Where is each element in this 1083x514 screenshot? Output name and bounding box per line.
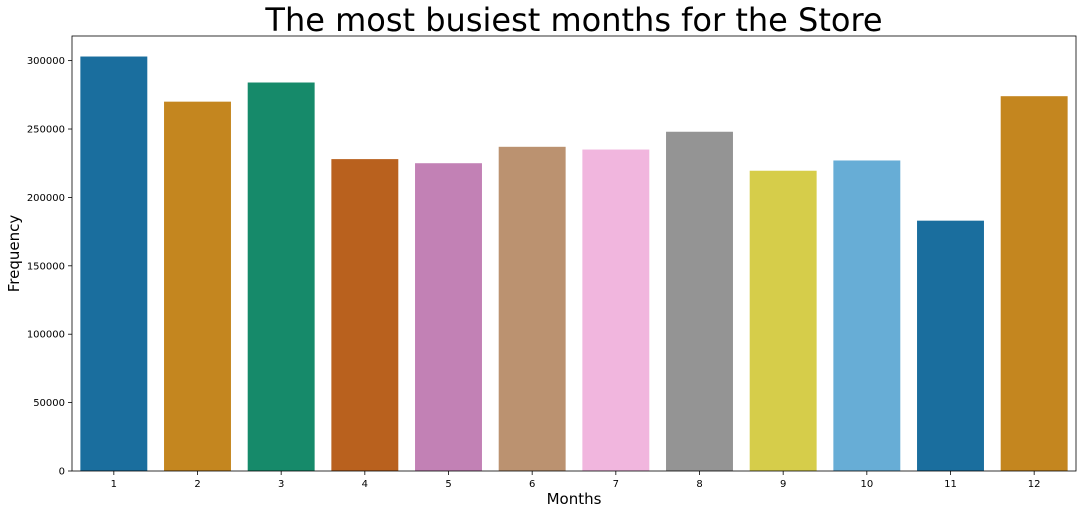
x-tick-label: 12: [1028, 479, 1041, 490]
bar-8: [666, 131, 733, 472]
y-axis-label: Frequency: [5, 215, 23, 293]
y-tick-label: 0: [59, 467, 65, 478]
bar-6: [498, 146, 566, 471]
x-axis-ticks: 1 2 3 4 5 6 7 8 9 10 11 12: [111, 471, 1041, 490]
bar-10: [833, 160, 901, 471]
y-tick-label: 100000: [27, 330, 65, 341]
x-tick-label: 9: [780, 479, 786, 490]
x-tick-label: 1: [111, 479, 117, 490]
y-tick-label: 300000: [27, 56, 65, 67]
y-tick-label: 250000: [27, 125, 65, 136]
bar-1: [80, 56, 148, 472]
x-tick-label: 4: [362, 479, 368, 490]
bar-9: [749, 170, 817, 471]
bar-4: [331, 159, 399, 471]
y-tick-label: 200000: [27, 193, 65, 204]
bar-12: [1000, 96, 1068, 471]
x-tick-label: 10: [860, 479, 873, 490]
x-tick-label: 2: [194, 479, 200, 490]
bar-7: [582, 149, 650, 472]
bar-11: [917, 220, 984, 471]
x-tick-label: 7: [613, 479, 619, 490]
y-tick-label: 50000: [33, 398, 65, 409]
x-tick-label: 11: [944, 479, 957, 490]
plot-frame: [71, 35, 1077, 472]
x-tick-label: 5: [445, 479, 451, 490]
bar-3: [247, 82, 315, 472]
bars-group: [80, 56, 1068, 472]
y-axis-ticks: 0 50000 100000 150000 200000 250000 300000: [27, 56, 72, 478]
x-axis-label: Months: [547, 490, 602, 508]
x-tick-label: 3: [278, 479, 284, 490]
x-tick-label: 6: [529, 479, 535, 490]
bar-2: [164, 101, 231, 472]
chart-title: The most busiest months for the Store: [265, 1, 883, 39]
bar-5: [415, 163, 482, 471]
y-tick-label: 150000: [27, 261, 65, 272]
x-tick-label: 8: [696, 479, 702, 490]
